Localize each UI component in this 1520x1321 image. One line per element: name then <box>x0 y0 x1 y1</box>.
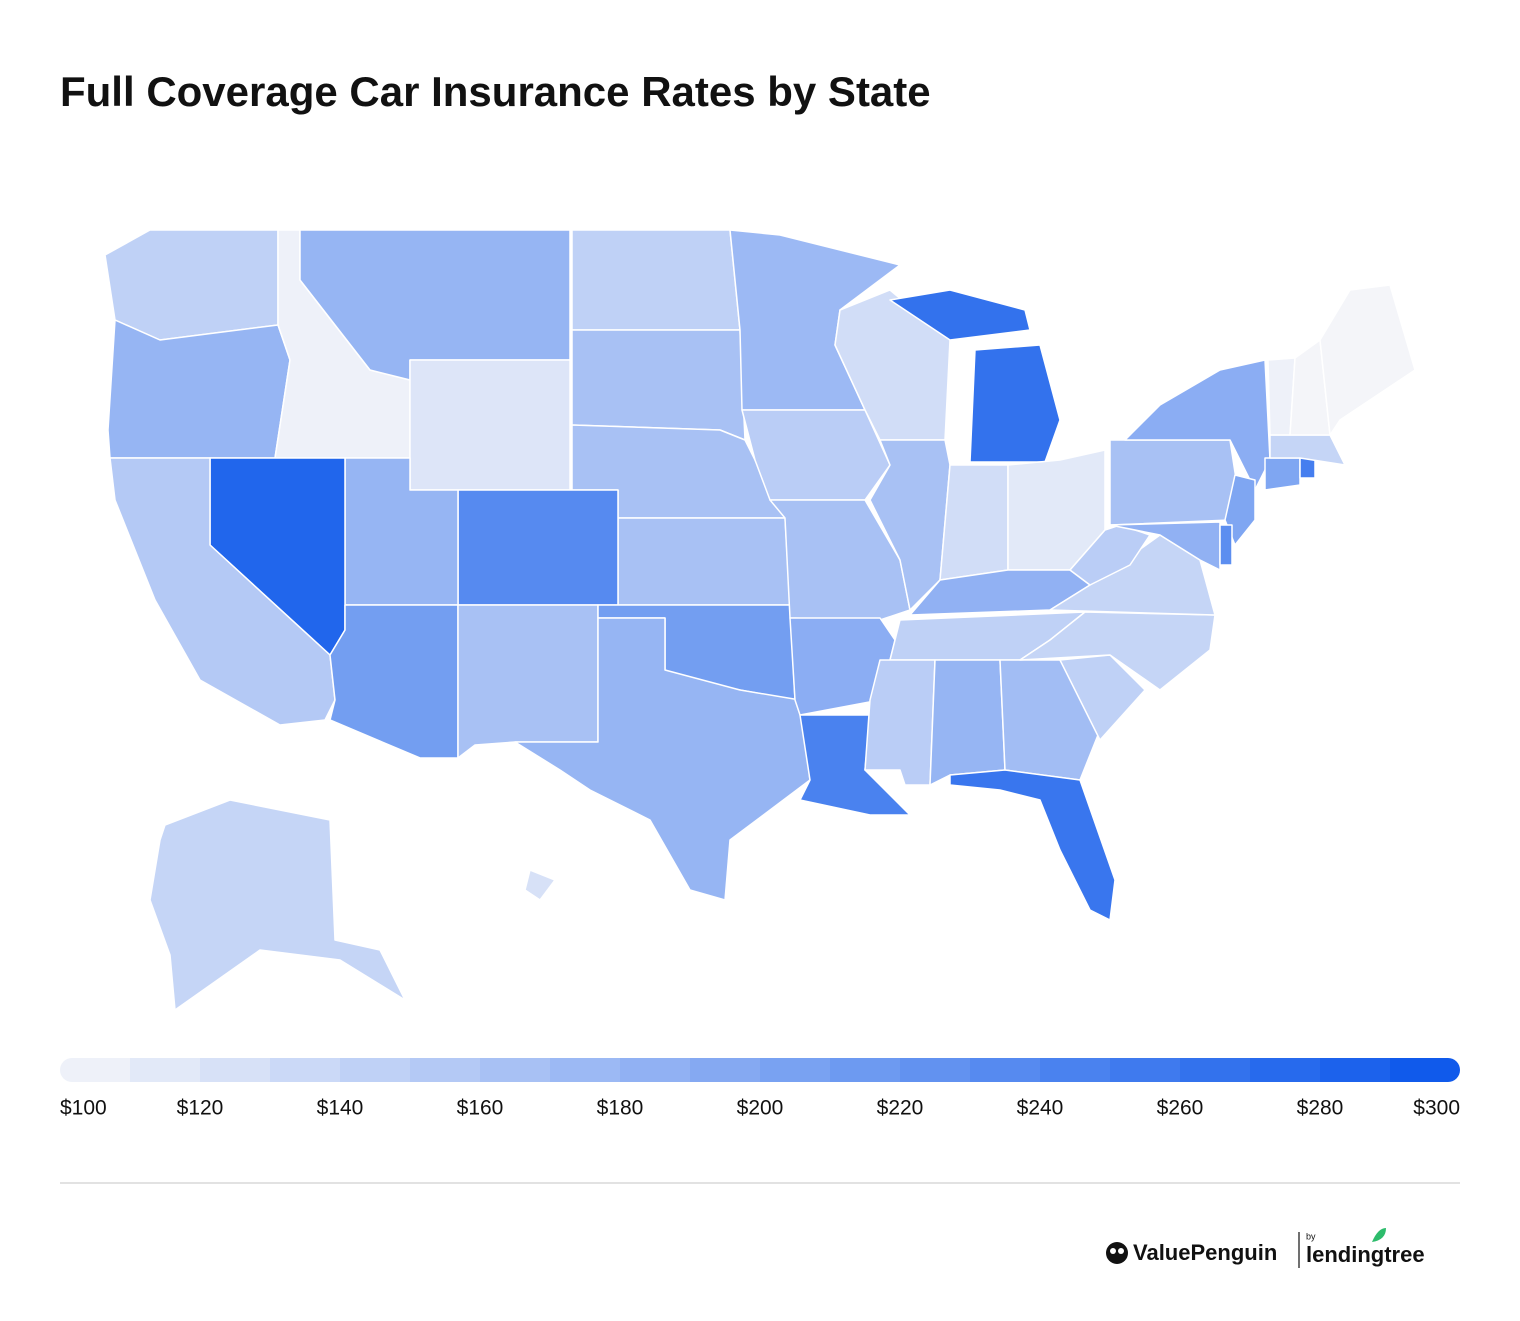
state <box>1019 611 1216 691</box>
legend-swatch <box>690 1058 761 1082</box>
state <box>457 604 599 759</box>
legend-swatch <box>1180 1058 1251 1082</box>
legend-tick-label: $280 <box>1297 1097 1344 1120</box>
legend-swatch <box>1250 1058 1321 1082</box>
state <box>741 409 891 501</box>
state <box>864 659 936 786</box>
legend-swatch <box>130 1058 201 1082</box>
legend-swatch <box>200 1058 271 1082</box>
state <box>514 617 811 901</box>
legend-swatch <box>270 1058 341 1082</box>
legend-swatch <box>1390 1058 1460 1082</box>
state <box>1124 359 1271 491</box>
logo: ValuePenguin by lendingtree <box>1106 1228 1425 1268</box>
state <box>107 319 291 459</box>
state <box>929 659 1006 786</box>
legend-swatch <box>760 1058 831 1082</box>
by: by <box>1306 1231 1316 1241</box>
state <box>149 799 406 1011</box>
legend-swatch <box>1040 1058 1111 1082</box>
partner: lendingtree <box>1306 1242 1425 1267</box>
state <box>1069 524 1151 586</box>
legend-swatch <box>1110 1058 1181 1082</box>
map <box>104 229 1416 1011</box>
legend-tick-label: $160 <box>457 1097 504 1120</box>
state <box>939 464 1009 581</box>
state <box>109 457 336 726</box>
legend-swatch <box>1320 1058 1391 1082</box>
state <box>104 229 279 341</box>
state <box>1319 284 1416 436</box>
legend-tick-label: $180 <box>597 1097 644 1120</box>
legend-swatch <box>970 1058 1041 1082</box>
state <box>329 604 459 759</box>
legend-tick-label: $200 <box>737 1097 784 1120</box>
state <box>1299 457 1316 479</box>
legend-swatch <box>410 1058 481 1082</box>
legend-swatch <box>340 1058 411 1082</box>
penguin-eye <box>1118 1248 1124 1254</box>
chart-title: Full Coverage Car Insurance Rates by Sta… <box>60 68 931 115</box>
state <box>571 229 741 331</box>
legend-tick-label: $240 <box>1017 1097 1064 1120</box>
legend-tick-label: $260 <box>1157 1097 1204 1120</box>
state <box>889 289 1031 341</box>
state <box>457 489 619 606</box>
state <box>969 344 1061 463</box>
legend-tick-label: $220 <box>877 1097 924 1120</box>
state <box>1109 439 1241 526</box>
legend-tick-label: $120 <box>177 1097 224 1120</box>
legend-bar <box>60 1058 1460 1082</box>
state <box>949 769 1116 921</box>
legend-swatch <box>550 1058 621 1082</box>
legend-swatch <box>60 1058 131 1082</box>
legend-swatch <box>900 1058 971 1082</box>
state <box>1109 521 1221 571</box>
state <box>524 869 556 901</box>
legend-swatch <box>480 1058 551 1082</box>
state <box>409 359 571 491</box>
state <box>869 439 951 611</box>
state <box>571 329 746 441</box>
legend-tick-label: $100 <box>60 1097 107 1120</box>
state <box>769 499 911 621</box>
legend-tick-label: $140 <box>317 1097 364 1120</box>
legend-swatch <box>830 1058 901 1082</box>
penguin-icon <box>1106 1242 1128 1264</box>
brand: ValuePenguin <box>1133 1240 1277 1265</box>
state <box>1219 524 1233 566</box>
leaf-icon <box>1372 1228 1386 1242</box>
legend-tick-label: $300 <box>1413 1097 1460 1120</box>
legend: $100 $120 $140 $160 $180 $200 $220 $240 $260 $280… <box>60 1058 1460 1120</box>
state <box>617 517 791 606</box>
penguin-eye <box>1110 1248 1116 1254</box>
state <box>1264 457 1301 491</box>
legend-swatch <box>620 1058 691 1082</box>
